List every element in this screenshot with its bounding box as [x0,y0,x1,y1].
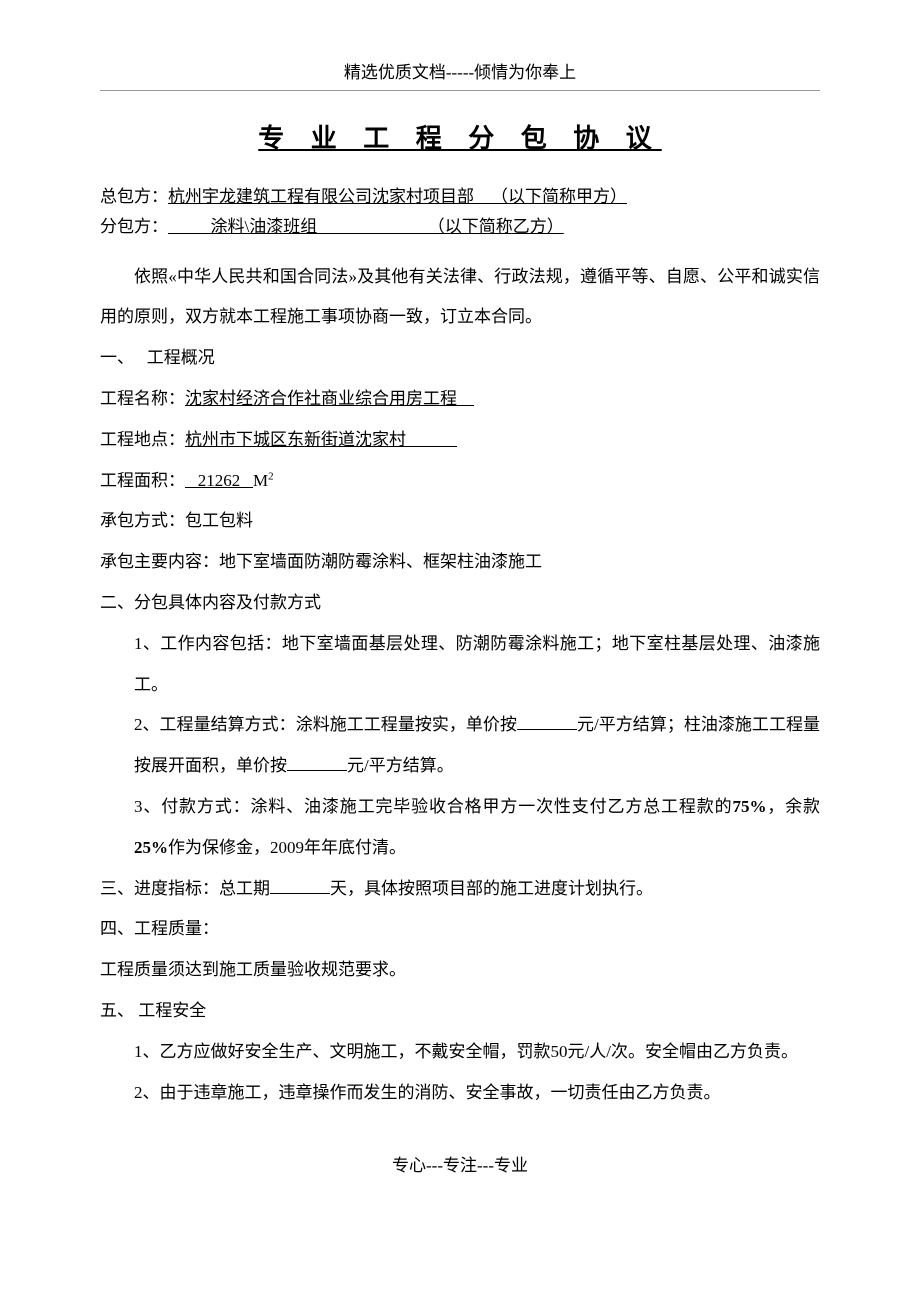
sub-value: 涂料\油漆班组 （以下简称乙方） [168,217,564,236]
section3: 三、进度指标：总工期 天，具体按照项目部的施工进度计划执行。 [100,869,820,910]
sub-label: 分包方： [100,217,168,236]
document-body: 依照«中华人民共和国合同法»及其他有关法律、行政法规，遵循平等、自愿、公平和诚实… [100,257,820,1114]
page-footer: 专心---专注---专业 [100,1153,820,1179]
section2-heading: 二、分包具体内容及付款方式 [100,583,820,624]
general-contractor-line: 总包方：杭州宇龙建筑工程有限公司沈家村项目部 （以下简称甲方） [100,182,820,213]
section4-text: 工程质量须达到施工质量验收规范要求。 [100,950,820,991]
sub-contractor-line: 分包方： 涂料\油漆班组 （以下简称乙方） [100,212,820,243]
general-label: 总包方： [100,187,168,206]
section5-item1: 1、乙方应做好安全生产、文明施工，不戴安全帽，罚款50元/人/次。安全帽由乙方负… [100,1032,820,1073]
s2-item2-a: 2、工程量结算方式：涂料施工工程量按实，单价按 [134,715,517,734]
s3-b: 天，具体按照项目部的施工进度计划执行。 [330,879,653,898]
project-location-line: 工程地点：杭州市下城区东新街道沈家村 [100,420,820,461]
general-value: 杭州宇龙建筑工程有限公司沈家村项目部 （以下简称甲方） [168,187,627,206]
section2-item3: 3、付款方式：涂料、油漆施工完毕验收合格甲方一次性支付乙方总工程款的75%，余款… [100,787,820,869]
project-location-label: 工程地点： [100,430,185,449]
project-area-line: 工程面积： 21262 M2 [100,461,820,502]
project-area-unit-m: M [253,471,268,490]
s2-item3-d: 25% [134,838,168,857]
header-divider [100,90,820,91]
s2-item3-e: 作为保修金，2009年年底付清。 [168,838,406,857]
contract-content: 承包主要内容：地下室墙面防潮防霉涂料、框架柱油漆施工 [100,542,820,583]
project-name-value: 沈家村经济合作社商业综合用房工程 [185,389,474,408]
project-area-unit-sup: 2 [268,470,274,482]
blank-field-1 [517,729,577,730]
project-location-value: 杭州市下城区东新街道沈家村 [185,430,457,449]
project-area-value: 21262 [185,471,253,490]
contract-method: 承包方式：包工包料 [100,501,820,542]
s3-a: 三、进度指标：总工期 [100,879,270,898]
page-header: 精选优质文档-----倾情为你奉上 [100,60,820,86]
section5-item2: 2、由于违章施工，违章操作而发生的消防、安全事故，一切责任由乙方负责。 [100,1073,820,1114]
section2-item2: 2、工程量结算方式：涂料施工工程量按实，单价按元/平方结算；柱油漆施工工程量按展… [100,705,820,787]
project-name-line: 工程名称：沈家村经济合作社商业综合用房工程 [100,379,820,420]
project-area-label: 工程面积： [100,471,185,490]
s2-item3-c: ，余款 [766,797,820,816]
project-name-label: 工程名称： [100,389,185,408]
s2-item3-a: 3、付款方式：涂料、油漆施工完毕验收合格甲方一次性支付乙方总工程款的 [134,797,732,816]
blank-field-3 [270,893,330,894]
document-title: 专 业 工 程 分 包 协 议 [100,119,820,158]
blank-field-2 [287,770,347,771]
s2-item2-c: 元/平方结算。 [347,756,454,775]
section4-heading: 四、工程质量： [100,909,820,950]
s2-item3-b: 75% [732,797,766,816]
preamble: 依照«中华人民共和国合同法»及其他有关法律、行政法规，遵循平等、自愿、公平和诚实… [100,257,820,339]
section2-item1: 1、工作内容包括：地下室墙面基层处理、防潮防霉涂料施工；地下室柱基层处理、油漆施… [100,624,820,706]
section1-heading: 一、 工程概况 [100,338,820,379]
section5-heading: 五、 工程安全 [100,991,820,1032]
